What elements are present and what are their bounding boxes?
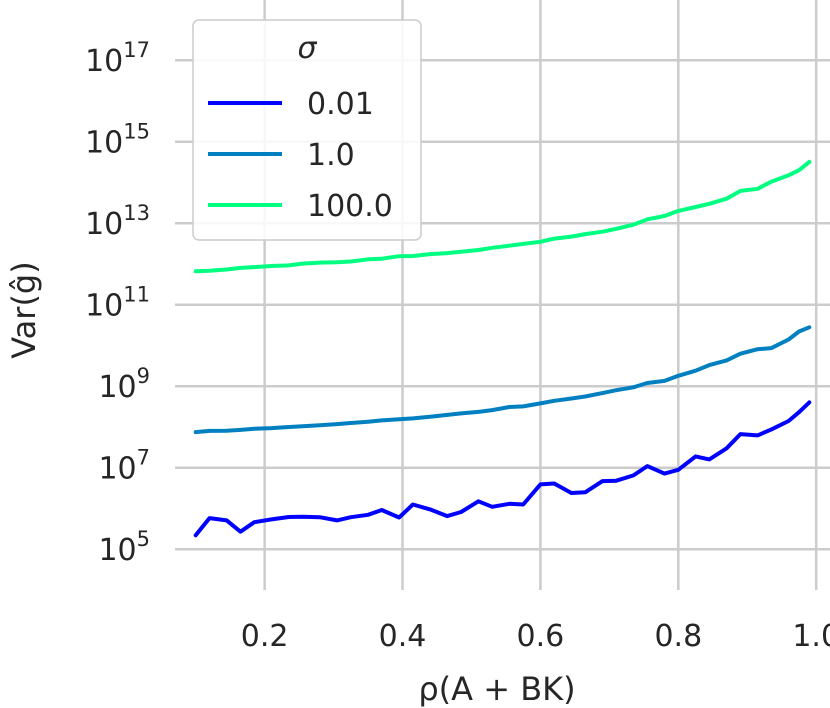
y-tick-base: 10 <box>85 126 123 161</box>
x-tick-labels: 0.2 0.4 0.6 0.8 1.0 <box>241 619 830 654</box>
y-tick-exponent: 9 <box>137 364 150 388</box>
y-tick-label: 105 <box>98 527 150 568</box>
y-tick-exponent: 5 <box>137 527 150 551</box>
legend-label: 100.0 <box>307 189 393 224</box>
x-tick-label: 0.2 <box>241 619 289 654</box>
y-tick-exponent: 17 <box>123 38 150 62</box>
legend-label: 1.0 <box>307 138 355 173</box>
legend-items: 0.01 1.0 100.0 <box>208 87 393 224</box>
y-tick-label: 107 <box>98 446 150 487</box>
y-tick-exponent: 13 <box>123 201 150 225</box>
y-tick-label: 1011 <box>85 283 150 324</box>
y-tick-label: 1015 <box>85 120 150 161</box>
x-tick-label: 0.8 <box>654 619 702 654</box>
y-tick-base: 10 <box>85 44 123 79</box>
series-lines <box>193 159 812 538</box>
legend-box <box>192 19 422 241</box>
y-tick-exponent: 7 <box>137 446 150 470</box>
legend-label: 0.01 <box>307 87 374 122</box>
y-tick-label: 1017 <box>85 38 150 79</box>
series-line-0.01 <box>193 400 812 538</box>
y-tick-label: 109 <box>98 364 150 405</box>
x-axis-label: ρ(A + BK) <box>418 670 575 708</box>
y-tick-base: 10 <box>98 452 136 487</box>
series-line-1.0 <box>193 325 812 435</box>
legend: σ 0.01 1.0 100.0 <box>192 19 422 241</box>
y-axis-label: Var(ĝ) <box>5 261 43 358</box>
y-tick-base: 10 <box>98 370 136 405</box>
y-tick-label: 1013 <box>85 201 150 242</box>
x-tick-label: 0.6 <box>517 619 565 654</box>
series-line-100.0 <box>193 159 812 274</box>
legend-title: σ <box>297 31 317 66</box>
x-tick-label: 0.4 <box>379 619 427 654</box>
y-tick-base: 10 <box>85 207 123 242</box>
y-tick-base: 10 <box>85 289 123 324</box>
y-tick-exponent: 11 <box>123 283 150 307</box>
x-tick-label: 1.0 <box>792 619 830 654</box>
y-tick-exponent: 15 <box>123 120 150 144</box>
y-tick-base: 10 <box>98 533 136 568</box>
